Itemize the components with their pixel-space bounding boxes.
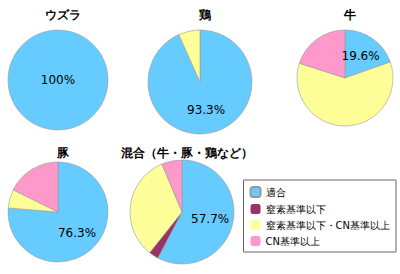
svg-text:窒素基準以下: 窒素基準以下 — [266, 204, 326, 215]
svg-text:適合: 適合 — [266, 187, 286, 198]
svg-text:窒素基準以下・CN基準以上: 窒素基準以下・CN基準以上 — [266, 220, 390, 231]
svg-text:ウズラ: ウズラ — [45, 8, 81, 22]
svg-text:CN基準以上: CN基準以上 — [266, 236, 320, 247]
svg-text:100%: 100% — [41, 73, 75, 87]
svg-text:76.3%: 76.3% — [58, 226, 96, 240]
svg-text:19.6%: 19.6% — [342, 49, 380, 63]
svg-text:93.3%: 93.3% — [187, 103, 225, 117]
svg-text:牛: 牛 — [343, 8, 356, 22]
svg-text:鶏: 鶏 — [198, 8, 211, 22]
svg-text:混合（牛・豚・鶏など）: 混合（牛・豚・鶏など） — [120, 146, 253, 160]
svg-text:豚: 豚 — [56, 146, 70, 160]
svg-text:57.7%: 57.7% — [191, 212, 229, 226]
